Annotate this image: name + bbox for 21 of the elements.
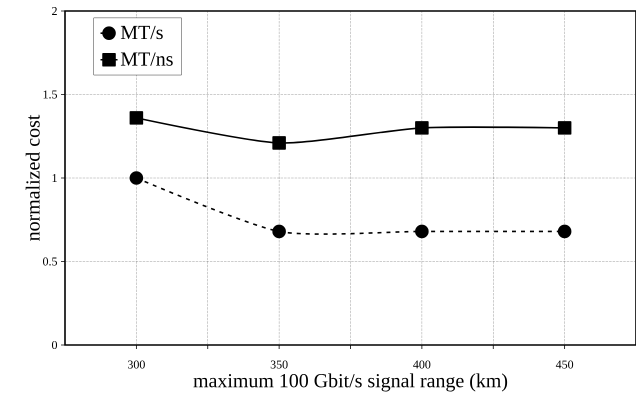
point bbox=[558, 224, 572, 238]
y-tick-label: 0.5 bbox=[43, 257, 58, 266]
x-tick-label: 300 bbox=[128, 360, 145, 369]
y-tick-label: 0 bbox=[52, 340, 58, 350]
point bbox=[415, 224, 429, 238]
y-tick-label: 2 bbox=[52, 7, 57, 15]
point bbox=[130, 111, 144, 125]
x-axis-title: maximum 100 Gbit/s signal range (km) bbox=[193, 373, 508, 392]
y-tick-label: 1 bbox=[52, 174, 57, 182]
point bbox=[272, 136, 286, 150]
point bbox=[558, 121, 572, 135]
x-tick-label: 450 bbox=[556, 360, 574, 369]
legend-label: MT/s bbox=[120, 26, 163, 40]
legend-label: MT/ns bbox=[120, 52, 173, 66]
y-tick-label: 1.5 bbox=[44, 90, 58, 99]
point bbox=[130, 171, 144, 185]
x-tick-label: 400 bbox=[413, 360, 430, 369]
point bbox=[272, 224, 286, 238]
y-axis-title: normalized cost bbox=[26, 114, 40, 241]
point bbox=[415, 121, 429, 135]
x-tick-label: 350 bbox=[270, 360, 288, 369]
